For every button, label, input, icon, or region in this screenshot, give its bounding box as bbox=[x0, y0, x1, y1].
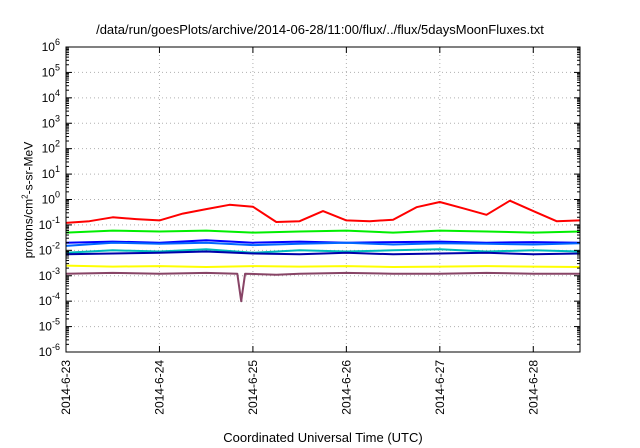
y-tick-label: 106 bbox=[42, 37, 60, 54]
series-line-6 bbox=[65, 250, 581, 256]
x-tick-label: 2014-6-26 bbox=[339, 360, 353, 415]
y-tick-label: 104 bbox=[42, 88, 60, 105]
chart-title: /data/run/goesPlots/archive/2014-06-28/1… bbox=[96, 22, 544, 37]
x-axis-label: Coordinated Universal Time (UTC) bbox=[223, 430, 423, 445]
series-line-8 bbox=[65, 271, 580, 303]
series-layer bbox=[65, 199, 581, 303]
series-line-3 bbox=[65, 248, 581, 254]
series-line-2 bbox=[65, 229, 581, 234]
tick-label-layer: 10-6 10-5 10-4 10-3 10-2 10-1 100 101 102 103 104 1… bbox=[39, 37, 541, 415]
x-tick-label: 2014-6-25 bbox=[246, 360, 260, 415]
grid-layer bbox=[65, 47, 580, 352]
x-tick-label: 2014-6-24 bbox=[152, 360, 166, 415]
y-tick-label: 10-3 bbox=[39, 266, 60, 283]
series-line-1 bbox=[65, 199, 581, 224]
y-tick-label: 10-1 bbox=[39, 215, 60, 232]
series-line-7 bbox=[65, 264, 581, 268]
series-line-5 bbox=[65, 241, 581, 247]
series-line-4 bbox=[65, 239, 581, 244]
y-tick-label: 103 bbox=[42, 113, 60, 130]
y-axis-label-exponent: 2 bbox=[20, 194, 30, 199]
x-tick-label: 2014-6-27 bbox=[433, 360, 447, 415]
tick-layer bbox=[65, 46, 580, 353]
y-tick-label: 10-6 bbox=[39, 342, 60, 359]
y-axis-label-text: protons/cm bbox=[21, 198, 36, 259]
y-tick-label: 10-5 bbox=[39, 317, 60, 334]
y-tick-label: 101 bbox=[42, 164, 60, 181]
x-tick-label: 2014-6-23 bbox=[59, 360, 73, 415]
y-tick-label: 100 bbox=[42, 190, 60, 207]
y-tick-label: 105 bbox=[42, 62, 60, 79]
y-axis-label-unit: -s-sr-MeV bbox=[21, 141, 36, 195]
y-tick-label: 10-4 bbox=[39, 291, 60, 308]
y-tick-label: 10-2 bbox=[39, 240, 60, 257]
y-tick-label: 102 bbox=[42, 139, 60, 156]
x-tick-label: 2014-6-28 bbox=[526, 360, 540, 415]
